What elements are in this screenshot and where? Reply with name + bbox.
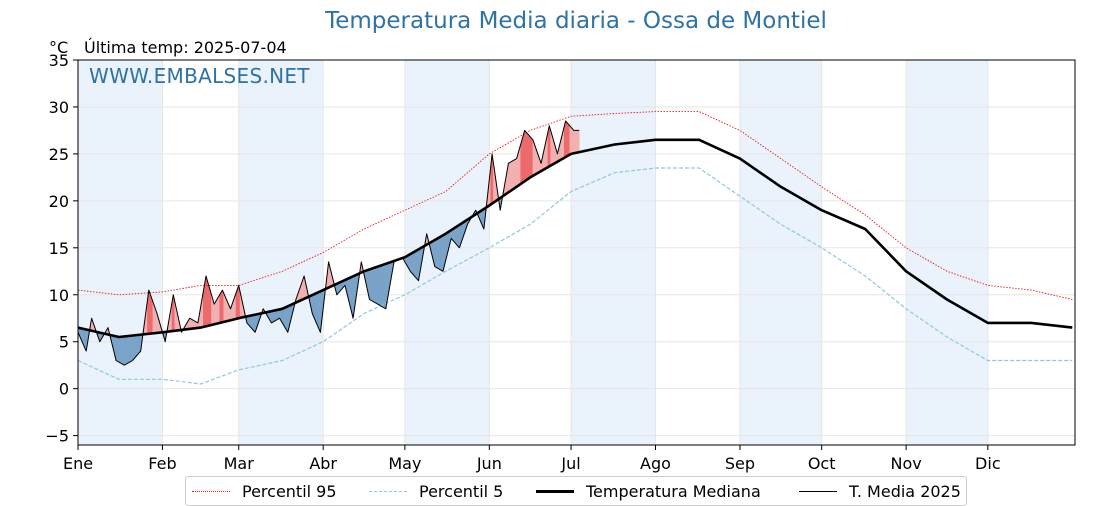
legend-swatch-p95 [192, 490, 230, 492]
legend-swatch-median [536, 489, 574, 493]
month-bands [78, 60, 988, 445]
legend-label-p95: Percentil 95 [242, 481, 337, 501]
x-tick-label-2: Mar [224, 454, 255, 473]
legend-item-p95: Percentil 95 [192, 480, 337, 502]
x-tick-label-11: Dic [975, 454, 1001, 473]
series-line-median [77, 138, 1073, 339]
legend-item-current: T. Media 2025 [799, 480, 961, 502]
y-tick-label-4: 15 [49, 239, 69, 258]
month-band-8 [739, 60, 822, 445]
legend-label-p5: Percentil 5 [419, 481, 504, 501]
y-tick-label-1: 0 [59, 380, 69, 399]
series-line-p5 [77, 167, 1073, 385]
legend-label-current: T. Media 2025 [849, 481, 961, 501]
watermark-text: WWW.EMBALSES.NET [89, 64, 310, 88]
last-temp-label: Última temp: 2025-07-04 [84, 38, 287, 57]
y-tick-label-7: 30 [49, 98, 69, 117]
chart-title: Temperatura Media diaria - Ossa de Monti… [325, 8, 827, 34]
legend-item-p5: Percentil 5 [369, 480, 503, 502]
x-tick-label-6: Jul [560, 454, 580, 473]
legend-swatch-p5 [369, 490, 407, 492]
y-tick-label-6: 25 [49, 145, 69, 164]
y-tick-label-2: 5 [59, 333, 69, 352]
x-tick-label-7: Ago [640, 454, 671, 473]
x-tick-label-1: Feb [148, 454, 176, 473]
y-tick-label-5: 20 [49, 192, 69, 211]
y-unit-label: °C [49, 38, 69, 57]
legend-swatch-current [799, 490, 837, 492]
y-axis-ticks: −5 0 5 10 15 20 25 30 35 [45, 51, 78, 446]
y-tick-label-3: 10 [49, 286, 69, 305]
plot-frame [77, 59, 1076, 446]
x-tick-label-0: Ene [63, 454, 93, 473]
legend-label-median: Temperatura Mediana [586, 481, 761, 501]
x-tick-label-4: May [388, 454, 421, 473]
month-band-6 [571, 60, 656, 445]
series-line-current [77, 120, 580, 366]
x-tick-label-9: Oct [808, 454, 836, 473]
x-tick-label-3: Abr [309, 454, 337, 473]
legend-item-median: Temperatura Mediana [536, 480, 761, 502]
x-tick-label-5: Jun [476, 454, 502, 473]
anomaly-fill-61-5 [578, 130, 580, 153]
month-band-2 [238, 60, 324, 445]
month-band-0 [78, 60, 163, 445]
y-tick-label-0: −5 [45, 427, 69, 446]
y-tick-label-8: 35 [49, 51, 69, 70]
x-axis-ticks: Ene Feb Mar Abr May Jun Jul Ago Sep Oct Nov Dic [63, 445, 1001, 473]
legend: Percentil 95 Percentil 5 Temperatura Med… [185, 476, 967, 506]
month-band-10 [906, 60, 988, 445]
series-lines [77, 111, 1073, 385]
x-tick-label-10: Nov [890, 454, 921, 473]
series-line-p95 [77, 111, 1073, 300]
grid-lines [77, 59, 1075, 445]
x-tick-label-8: Sep [725, 454, 755, 473]
